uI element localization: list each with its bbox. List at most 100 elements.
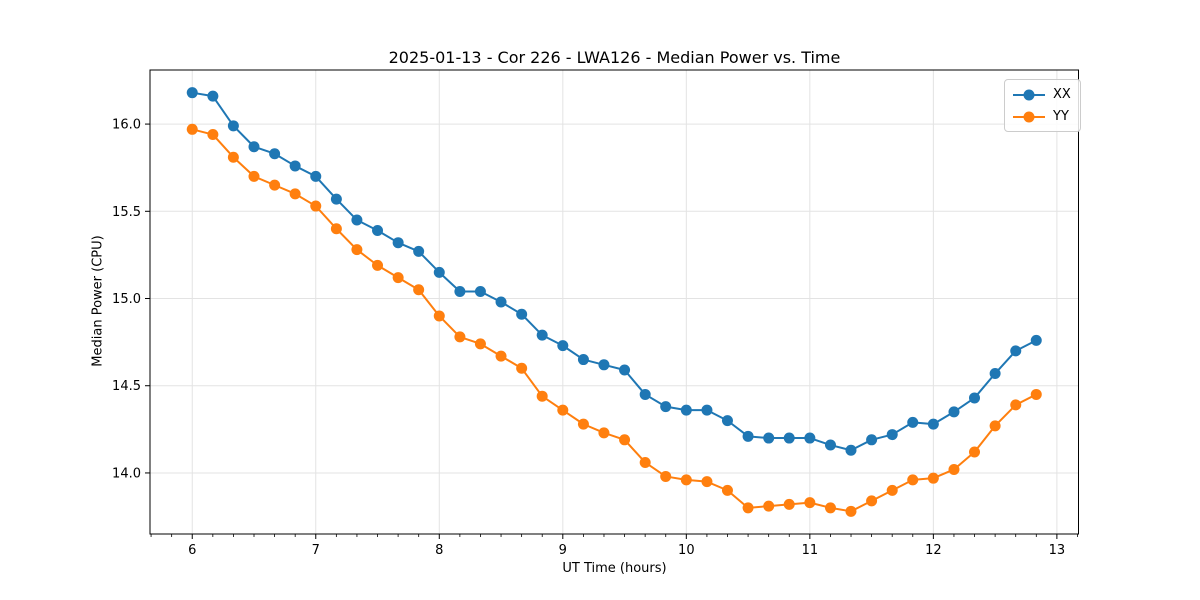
data-point-yy [227, 151, 239, 163]
data-point-xx [763, 432, 775, 444]
data-point-yy [351, 244, 363, 256]
axes-border [149, 69, 1079, 535]
data-point-xx [927, 418, 939, 430]
data-point-xx [598, 359, 610, 371]
data-point-xx [186, 87, 198, 99]
data-point-xx [701, 404, 713, 416]
data-point-xx [907, 416, 919, 428]
data-point-yy [639, 456, 651, 468]
data-point-yy [824, 502, 836, 514]
data-point-xx [372, 224, 384, 236]
data-point-yy [454, 331, 466, 343]
data-point-xx [289, 160, 301, 172]
data-point-xx [577, 354, 589, 366]
legend-entry-yy: YY [1012, 107, 1071, 126]
series-yy-line [191, 128, 1038, 513]
series-xx-line [191, 91, 1038, 452]
data-point-xx [474, 286, 486, 298]
data-point-yy [330, 223, 342, 235]
x-tick-label: 10 [678, 543, 695, 558]
data-point-yy [289, 188, 301, 200]
data-point-xx [824, 439, 836, 451]
data-point-xx [454, 286, 466, 298]
x-tick-label: 11 [802, 543, 819, 558]
y-axis-label: Median Power (CPU) [90, 235, 106, 367]
x-tick-label: 13 [1049, 543, 1066, 558]
data-point-yy [269, 179, 281, 191]
data-point-xx [536, 329, 548, 341]
data-point-yy [310, 200, 322, 212]
data-point-yy [392, 272, 404, 284]
data-point-xx [392, 237, 404, 249]
data-point-xx [269, 148, 281, 160]
data-point-yy [577, 418, 589, 430]
data-point-yy [495, 350, 507, 362]
data-point-yy [1030, 388, 1042, 400]
data-point-xx [804, 432, 816, 444]
data-point-xx [207, 90, 219, 102]
data-point-yy [763, 500, 775, 512]
data-point-yy [927, 472, 939, 484]
data-point-xx [866, 434, 878, 446]
data-point-yy [989, 420, 1001, 432]
y-tick-label: 15.0 [112, 292, 141, 307]
data-point-xx [948, 406, 960, 418]
chart-title: 2025-01-13 - Cor 226 - LWA126 - Median P… [388, 48, 841, 67]
legend: XX YY [1004, 79, 1081, 132]
data-point-yy [845, 505, 857, 517]
data-point-xx [1010, 345, 1022, 357]
data-point-xx [619, 364, 631, 376]
x-axis-label: UT Time (hours) [562, 561, 667, 576]
data-point-xx [680, 404, 692, 416]
data-point-yy [742, 502, 754, 514]
legend-line-sample-yy [1013, 111, 1045, 122]
legend-entry-xx: XX [1012, 85, 1071, 104]
legend-label-xx: XX [1053, 87, 1071, 102]
data-point-xx [433, 266, 445, 278]
data-point-yy [557, 404, 569, 416]
y-tick-label: 14.5 [112, 379, 141, 394]
x-tick-label: 7 [312, 543, 320, 558]
y-tick-label: 14.0 [112, 466, 141, 481]
data-point-xx [351, 214, 363, 226]
data-point-yy [207, 129, 219, 141]
x-tick-label: 6 [188, 543, 196, 558]
data-point-yy [1010, 399, 1022, 411]
data-point-yy [783, 498, 795, 510]
data-point-xx [721, 415, 733, 427]
legend-label-yy: YY [1053, 109, 1069, 124]
data-point-xx [639, 388, 651, 400]
data-point-xx [227, 120, 239, 132]
data-point-yy [680, 474, 692, 486]
data-point-xx [516, 308, 528, 320]
x-tick-label: 8 [435, 543, 443, 558]
data-point-xx [845, 444, 857, 456]
data-point-yy [701, 476, 713, 488]
data-point-xx [248, 141, 260, 153]
data-point-yy [186, 123, 198, 135]
data-point-xx [557, 340, 569, 352]
data-point-yy [866, 495, 878, 507]
data-point-yy [248, 170, 260, 182]
y-tick-label: 15.5 [112, 205, 141, 220]
data-point-yy [660, 470, 672, 482]
data-point-xx [495, 296, 507, 308]
data-point-yy [721, 484, 733, 496]
data-point-xx [989, 368, 1001, 380]
legend-line-sample-xx [1013, 89, 1045, 100]
data-point-yy [969, 446, 980, 458]
data-point-yy [907, 474, 919, 486]
data-point-yy [598, 427, 610, 439]
data-point-yy [474, 338, 486, 350]
data-point-yy [804, 497, 816, 509]
data-point-xx [742, 430, 754, 442]
data-point-xx [969, 392, 980, 404]
data-point-xx [1030, 334, 1042, 346]
data-point-yy [536, 390, 548, 402]
data-point-yy [413, 284, 425, 296]
data-point-yy [516, 362, 528, 374]
data-point-xx [330, 193, 342, 205]
y-tick-label: 16.0 [112, 118, 141, 133]
